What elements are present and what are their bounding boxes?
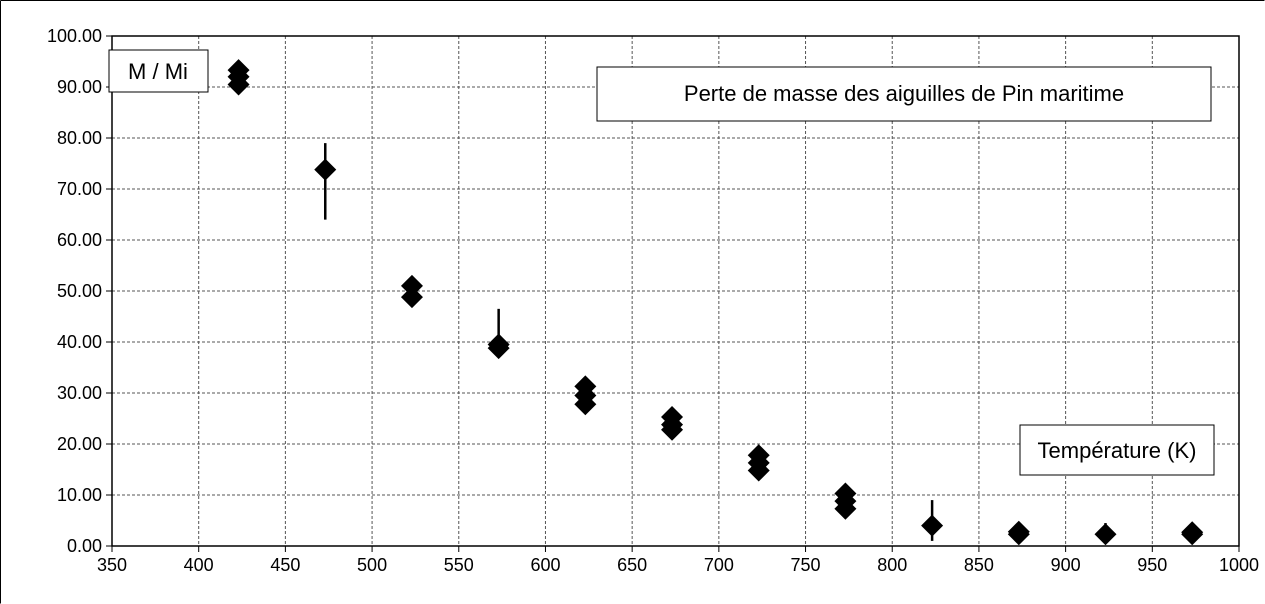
data-point bbox=[227, 73, 250, 96]
x-tick-label: 600 bbox=[530, 555, 560, 575]
x-tick-label: 850 bbox=[964, 555, 994, 575]
data-point bbox=[400, 274, 423, 297]
y-tick-label: 70.00 bbox=[57, 179, 102, 199]
x-tick-label: 900 bbox=[1051, 555, 1081, 575]
x-tick-label: 450 bbox=[270, 555, 300, 575]
x-tick-label: 750 bbox=[791, 555, 821, 575]
data-point bbox=[400, 286, 423, 309]
x-tick-label: 1000 bbox=[1219, 555, 1259, 575]
data-points bbox=[227, 59, 1204, 546]
y-tick-label: 40.00 bbox=[57, 332, 102, 352]
y-tick-label: 30.00 bbox=[57, 383, 102, 403]
y-tick-label: 80.00 bbox=[57, 128, 102, 148]
chart-title: Perte de masse des aiguilles de Pin mari… bbox=[684, 81, 1124, 106]
data-point bbox=[661, 418, 684, 441]
data-point bbox=[1094, 523, 1117, 546]
y-axis-ticks: 0.00 10.00 20.00 30.00 40.00 50.00 60.00 70.00 8… bbox=[47, 26, 112, 556]
x-tick-label: 700 bbox=[704, 555, 734, 575]
x-tick-label: 800 bbox=[877, 555, 907, 575]
data-point bbox=[1007, 523, 1030, 546]
ylabel-box bbox=[108, 49, 209, 93]
data-point bbox=[487, 337, 510, 360]
y-tick-label: 50.00 bbox=[57, 281, 102, 301]
y-tick-label: 60.00 bbox=[57, 230, 102, 250]
x-tick-label: 550 bbox=[444, 555, 474, 575]
x-axis-ticks: 350 400 450 500 550 600 650 700 750 800 850 900 950 1… bbox=[97, 546, 1259, 575]
data-point bbox=[574, 393, 597, 416]
title-box bbox=[596, 66, 1212, 122]
data-point bbox=[921, 514, 944, 537]
x-tick-label: 500 bbox=[357, 555, 387, 575]
y-axis-label: M / Mi bbox=[128, 59, 188, 84]
xlabel-box bbox=[1019, 424, 1215, 476]
x-axis-label: Température (K) bbox=[1038, 438, 1197, 463]
y-tick-label: 0.00 bbox=[67, 536, 102, 556]
x-tick-label: 400 bbox=[184, 555, 214, 575]
data-point bbox=[1181, 523, 1204, 546]
data-point bbox=[314, 158, 337, 181]
x-tick-label: 350 bbox=[97, 555, 127, 575]
x-tick-label: 950 bbox=[1137, 555, 1167, 575]
y-tick-label: 100.00 bbox=[47, 26, 102, 46]
x-tick-label: 650 bbox=[617, 555, 647, 575]
y-tick-label: 10.00 bbox=[57, 485, 102, 505]
y-tick-label: 90.00 bbox=[57, 77, 102, 97]
data-point bbox=[747, 459, 770, 482]
data-point bbox=[834, 497, 857, 520]
y-tick-label: 20.00 bbox=[57, 434, 102, 454]
